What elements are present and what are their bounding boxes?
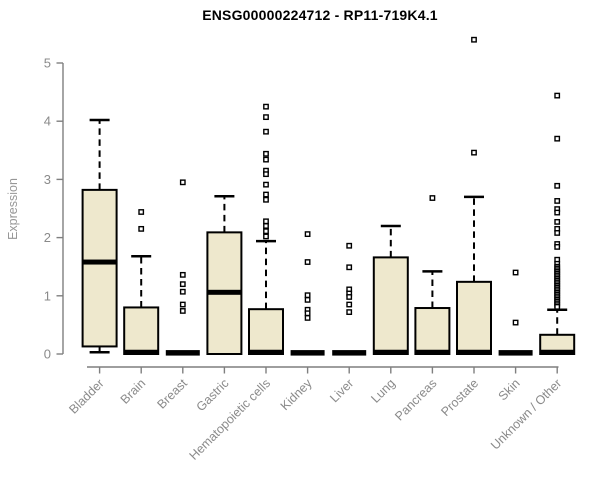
outlier-point xyxy=(179,288,186,295)
y-tick-label: 3 xyxy=(44,172,51,187)
y-tick-label: 1 xyxy=(44,288,51,303)
outlier-point xyxy=(554,230,561,236)
box-group-gastric xyxy=(206,195,243,355)
box-group-liver xyxy=(332,242,367,356)
box-iqr xyxy=(414,307,451,356)
box-iqr xyxy=(81,188,118,348)
outlier-point xyxy=(304,231,311,238)
median-line xyxy=(249,349,283,355)
outlier-point xyxy=(263,228,269,235)
outlier-point xyxy=(179,301,186,308)
outlier-point xyxy=(554,244,561,250)
median-line xyxy=(207,289,242,295)
outlier-point xyxy=(346,301,353,308)
outlier-point xyxy=(554,135,561,142)
box-group-bladder xyxy=(81,118,118,354)
outlier-point xyxy=(512,269,519,276)
outlier-point xyxy=(263,181,269,188)
box-group-kidney xyxy=(290,231,325,356)
y-tick-label: 2 xyxy=(44,230,51,245)
box-group-unknown-other xyxy=(539,92,576,356)
y-tick-label: 0 xyxy=(44,347,51,362)
outlier-point xyxy=(512,319,519,326)
y-tick-label: 5 xyxy=(44,56,51,71)
outlier-point xyxy=(263,150,269,157)
median-line xyxy=(457,349,491,355)
outlier-point xyxy=(304,315,311,321)
x-tick-label-gastric: Gastric xyxy=(194,376,232,414)
outlier-point xyxy=(554,92,561,99)
x-tick-label-lung: Lung xyxy=(368,376,398,406)
median-line xyxy=(124,349,159,355)
outlier-point xyxy=(554,218,561,225)
outlier-point xyxy=(179,281,186,288)
y-tick-label: 4 xyxy=(44,114,51,129)
box-group-hematopoietic-cells xyxy=(248,103,284,356)
outlier-point xyxy=(554,303,561,310)
outlier-point xyxy=(263,128,269,135)
median-line xyxy=(415,349,450,355)
median-line xyxy=(332,350,367,356)
x-tick-label-prostate: Prostate xyxy=(438,376,481,419)
outlier-point xyxy=(263,171,269,178)
outlier-point xyxy=(138,225,145,232)
outlier-point xyxy=(304,259,311,265)
x-tick-label-kidney: Kidney xyxy=(278,376,315,413)
box-group-brain xyxy=(123,209,160,356)
outlier-point xyxy=(179,308,186,314)
box-iqr xyxy=(248,308,284,356)
median-line xyxy=(290,350,325,356)
x-tick-label-skin: Skin xyxy=(496,376,523,403)
outlier-point xyxy=(304,296,311,303)
median-line xyxy=(373,349,408,355)
median-line xyxy=(82,259,117,265)
outlier-point xyxy=(429,195,436,201)
outlier-point xyxy=(554,198,561,204)
box-group-breast xyxy=(165,179,200,356)
box-iqr xyxy=(372,256,409,355)
outlier-point xyxy=(346,294,353,300)
outlier-point xyxy=(263,223,269,229)
outlier-point xyxy=(471,36,477,43)
outlier-point xyxy=(346,264,353,271)
x-tick-label-pancreas: Pancreas xyxy=(392,376,439,423)
chart-title: ENSG00000224712 - RP11-719K4.1 xyxy=(202,7,438,23)
outlier-point xyxy=(263,114,269,121)
outlier-point xyxy=(179,271,186,278)
x-tick-label-liver: Liver xyxy=(327,376,356,405)
outlier-point xyxy=(554,182,561,189)
outlier-point xyxy=(471,149,477,156)
x-tick-label-hematopoietic-cells: Hematopoietic cells xyxy=(187,376,274,463)
box-iqr xyxy=(123,306,160,356)
box-iqr xyxy=(456,280,492,355)
x-tick-label-brain: Brain xyxy=(118,376,149,407)
outlier-point xyxy=(138,209,145,215)
median-line xyxy=(540,349,575,355)
box-group-prostate xyxy=(456,36,492,355)
outlier-point xyxy=(304,310,311,317)
x-tick-label-bladder: Bladder xyxy=(66,376,106,416)
median-line xyxy=(498,350,533,356)
outlier-point xyxy=(346,242,353,249)
x-tick-label-breast: Breast xyxy=(154,376,190,412)
median-line xyxy=(165,350,200,356)
outlier-point xyxy=(263,156,269,163)
x-tick-label-unknown-other: Unknown / Other xyxy=(488,376,564,452)
outlier-point xyxy=(263,103,269,110)
outlier-point xyxy=(179,179,186,186)
outlier-point xyxy=(346,309,353,315)
outlier-point xyxy=(263,191,269,198)
outlier-point xyxy=(304,292,311,299)
box-group-pancreas xyxy=(414,195,451,356)
box-group-skin xyxy=(498,269,533,356)
box-group-lung xyxy=(372,224,409,355)
outlier-point xyxy=(263,218,269,225)
outlier-point xyxy=(263,233,269,240)
outlier-point xyxy=(554,209,561,216)
outlier-point xyxy=(263,196,269,203)
